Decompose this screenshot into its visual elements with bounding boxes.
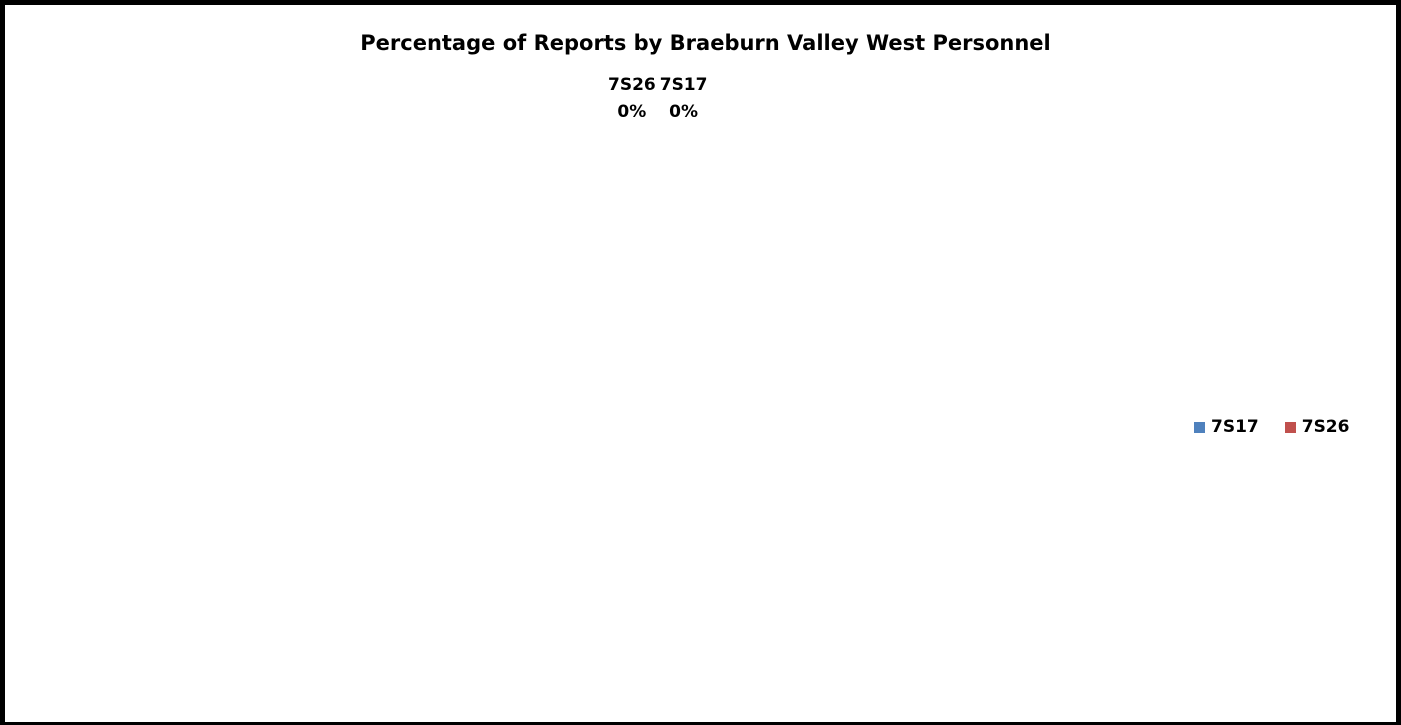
data-label-value: 0% [617,102,647,122]
legend-swatch [1194,421,1205,433]
data-label-category: 7S17 [659,75,708,95]
legend-item-7s26: 7S26 [1284,417,1350,437]
legend-swatch [1284,421,1296,433]
chart-legend: 7S17 7S26 [1194,417,1349,437]
data-label-7s17: 7S17 0% [660,72,708,126]
legend-item-7s17: 7S17 [1194,417,1259,437]
chart-title: Percentage of Reports by Braeburn Valley… [360,31,1051,55]
legend-label: 7S17 [1211,417,1259,437]
pie-data-labels: 7S26 0% 7S17 0% [608,72,707,126]
legend-label: 7S26 [1301,417,1350,437]
data-label-7s26: 7S26 0% [608,72,656,126]
data-label-value: 0% [669,102,699,122]
data-label-category: 7S26 [608,75,656,95]
